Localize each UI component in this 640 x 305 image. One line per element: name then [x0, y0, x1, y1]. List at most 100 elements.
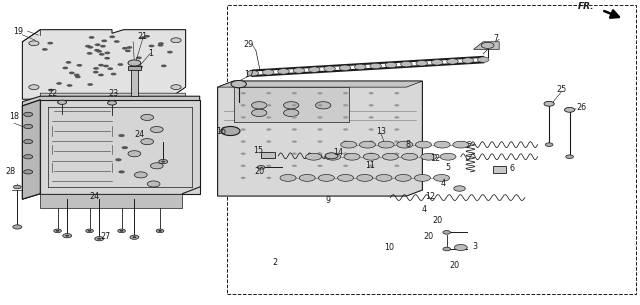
Circle shape [566, 155, 573, 159]
Circle shape [128, 60, 141, 66]
Circle shape [122, 146, 128, 149]
Circle shape [104, 57, 110, 59]
Circle shape [241, 128, 246, 131]
Circle shape [454, 186, 465, 191]
Circle shape [292, 128, 297, 131]
Circle shape [343, 177, 348, 179]
Circle shape [95, 237, 104, 241]
Circle shape [252, 102, 267, 109]
Circle shape [241, 177, 246, 179]
Circle shape [262, 70, 274, 75]
Circle shape [65, 61, 71, 64]
Circle shape [132, 236, 136, 238]
Ellipse shape [415, 174, 431, 181]
Text: 24: 24 [134, 130, 145, 138]
Circle shape [292, 152, 297, 155]
Text: 18: 18 [9, 112, 19, 121]
Text: 7: 7 [493, 34, 499, 43]
Circle shape [24, 112, 33, 117]
Text: 10: 10 [384, 243, 394, 252]
Circle shape [266, 104, 271, 106]
Circle shape [266, 128, 271, 131]
Circle shape [252, 109, 267, 117]
Circle shape [454, 245, 467, 250]
Circle shape [343, 104, 348, 106]
Circle shape [369, 128, 374, 131]
Circle shape [125, 49, 131, 52]
Circle shape [317, 165, 323, 167]
Circle shape [241, 165, 246, 167]
Circle shape [158, 42, 164, 45]
Circle shape [159, 160, 168, 164]
Circle shape [24, 170, 33, 174]
Circle shape [317, 152, 323, 155]
Text: 6: 6 [509, 164, 515, 173]
Circle shape [130, 235, 139, 239]
Ellipse shape [344, 153, 360, 160]
Circle shape [103, 65, 109, 67]
Circle shape [266, 140, 271, 143]
Circle shape [109, 35, 115, 38]
Text: 14: 14 [333, 148, 343, 157]
Circle shape [24, 139, 33, 144]
Circle shape [394, 116, 399, 119]
Circle shape [316, 102, 331, 109]
Ellipse shape [357, 174, 372, 181]
Circle shape [343, 116, 348, 119]
Circle shape [87, 83, 93, 86]
Circle shape [98, 64, 104, 66]
Circle shape [292, 104, 297, 106]
Circle shape [394, 140, 399, 143]
Text: 3: 3 [472, 242, 477, 251]
Circle shape [137, 65, 143, 68]
Circle shape [161, 161, 165, 163]
Circle shape [118, 63, 124, 66]
Circle shape [104, 52, 110, 54]
Circle shape [24, 124, 33, 129]
Circle shape [292, 165, 297, 167]
Circle shape [394, 92, 399, 95]
Circle shape [292, 177, 297, 179]
Circle shape [111, 73, 116, 75]
Text: 9: 9 [325, 196, 330, 205]
Circle shape [54, 229, 61, 233]
Circle shape [266, 92, 271, 95]
Circle shape [62, 66, 68, 69]
Circle shape [88, 230, 92, 232]
Circle shape [343, 140, 348, 143]
Text: 29: 29 [243, 40, 253, 49]
Circle shape [292, 92, 297, 95]
Circle shape [564, 107, 575, 112]
Circle shape [416, 60, 428, 66]
Circle shape [343, 152, 348, 155]
Ellipse shape [397, 141, 413, 148]
Circle shape [120, 230, 124, 232]
Circle shape [69, 72, 75, 74]
Circle shape [394, 165, 399, 167]
Circle shape [394, 152, 399, 155]
Ellipse shape [364, 153, 380, 160]
Circle shape [247, 70, 259, 76]
Circle shape [161, 65, 166, 67]
Circle shape [369, 152, 374, 155]
Circle shape [292, 116, 297, 119]
Circle shape [317, 116, 323, 119]
Circle shape [118, 134, 125, 137]
Text: 20: 20 [432, 216, 442, 225]
Bar [227, 5, 636, 294]
Circle shape [65, 235, 69, 237]
Text: 8: 8 [406, 140, 411, 149]
Circle shape [158, 230, 162, 232]
Ellipse shape [440, 153, 456, 160]
Circle shape [85, 45, 91, 48]
Text: 20: 20 [424, 231, 434, 241]
Circle shape [24, 155, 33, 159]
Circle shape [56, 82, 62, 85]
Circle shape [94, 49, 100, 52]
Ellipse shape [325, 153, 341, 160]
Circle shape [95, 43, 100, 46]
Circle shape [96, 50, 102, 53]
Circle shape [370, 63, 381, 69]
Text: 12: 12 [425, 192, 435, 201]
Text: 17: 17 [244, 70, 255, 79]
